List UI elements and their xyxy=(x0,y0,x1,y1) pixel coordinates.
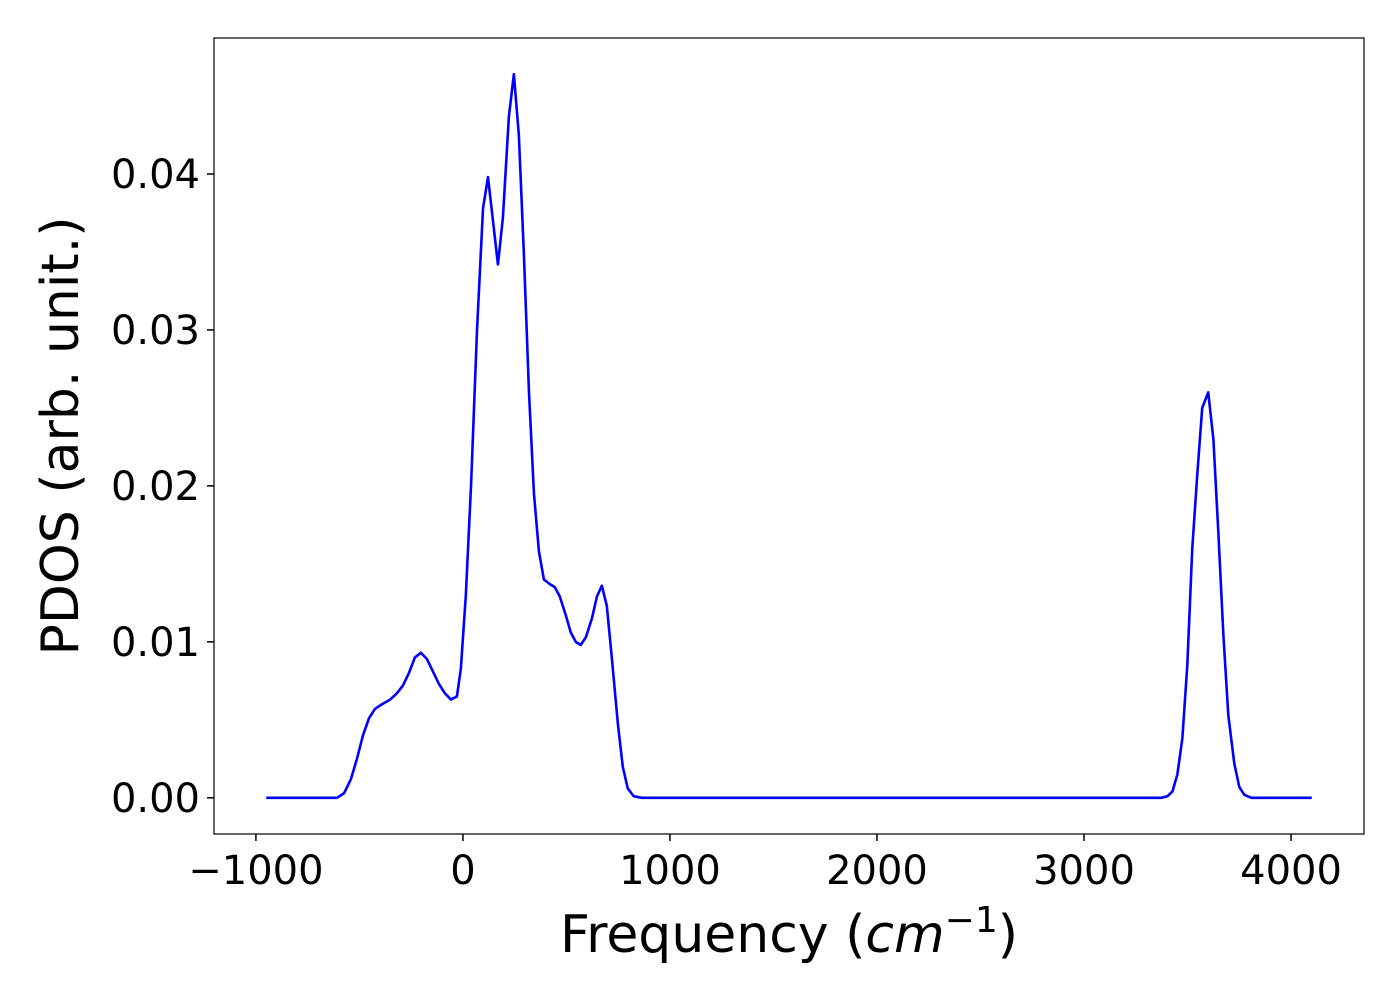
data-line xyxy=(266,72,1312,800)
y-tick-label: 0.04 xyxy=(111,152,200,198)
x-label-exponent: −1 xyxy=(945,900,998,941)
x-tick-label: 0 xyxy=(450,848,475,894)
y-tick-label: 0.00 xyxy=(111,776,200,822)
y-tick-label: 0.03 xyxy=(111,308,200,354)
x-label-text: Frequency ( xyxy=(560,905,865,965)
x-tick-label: 2000 xyxy=(826,848,928,894)
x-label-close: ) xyxy=(998,905,1018,965)
y-tick-label: 0.01 xyxy=(111,620,200,666)
y-axis-label: PDOS (arb. unit.) xyxy=(31,216,91,655)
x-tick-label: 1000 xyxy=(619,848,721,894)
x-tick-label: −1000 xyxy=(188,848,323,894)
y-tick-label: 0.02 xyxy=(111,464,200,510)
x-tick-label: 3000 xyxy=(1033,848,1135,894)
x-label-unit: cm xyxy=(865,905,944,965)
plot-frame xyxy=(213,37,1365,835)
x-axis-label: Frequency (cm−1) xyxy=(560,900,1018,965)
x-tick-label: 4000 xyxy=(1240,848,1342,894)
